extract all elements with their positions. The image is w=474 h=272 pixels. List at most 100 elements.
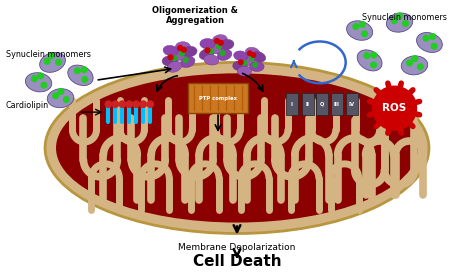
Circle shape [353, 24, 359, 29]
Circle shape [220, 51, 225, 55]
Ellipse shape [219, 39, 234, 50]
Circle shape [53, 93, 58, 99]
Text: Synuclein monomers: Synuclein monomers [6, 50, 91, 60]
Circle shape [249, 56, 254, 61]
Circle shape [38, 73, 44, 79]
Circle shape [412, 56, 418, 61]
Circle shape [247, 51, 252, 55]
Circle shape [180, 51, 184, 56]
Ellipse shape [204, 54, 219, 65]
Circle shape [251, 53, 255, 57]
Circle shape [242, 61, 246, 65]
Circle shape [373, 86, 417, 130]
Text: II: II [306, 102, 310, 107]
Circle shape [217, 44, 221, 49]
Ellipse shape [252, 52, 266, 62]
Ellipse shape [26, 73, 52, 92]
Text: Cardiolipin: Cardiolipin [6, 101, 49, 110]
Ellipse shape [45, 62, 429, 233]
Circle shape [133, 101, 139, 107]
Ellipse shape [171, 50, 186, 61]
Circle shape [371, 52, 376, 58]
Ellipse shape [346, 21, 373, 40]
FancyBboxPatch shape [188, 83, 248, 113]
Ellipse shape [237, 66, 252, 76]
Text: III: III [334, 102, 340, 107]
Bar [286, 93, 298, 115]
Circle shape [209, 49, 214, 54]
Ellipse shape [233, 61, 247, 71]
Circle shape [48, 53, 54, 59]
Circle shape [431, 43, 437, 49]
Circle shape [44, 58, 50, 64]
Text: Synuclein monomers: Synuclein monomers [362, 13, 447, 22]
Circle shape [64, 97, 69, 103]
Ellipse shape [386, 13, 413, 32]
Ellipse shape [163, 45, 178, 56]
Circle shape [418, 64, 423, 70]
Circle shape [112, 101, 118, 107]
Ellipse shape [212, 35, 228, 45]
Circle shape [126, 101, 133, 107]
Circle shape [172, 56, 177, 61]
Ellipse shape [357, 50, 382, 71]
Circle shape [182, 47, 186, 52]
Ellipse shape [208, 43, 223, 54]
Ellipse shape [417, 33, 442, 52]
Circle shape [55, 59, 61, 65]
Text: Cell Death: Cell Death [193, 254, 281, 269]
Ellipse shape [180, 57, 195, 67]
Circle shape [392, 18, 397, 23]
Ellipse shape [68, 65, 93, 85]
Ellipse shape [47, 89, 74, 108]
Circle shape [183, 58, 188, 63]
Ellipse shape [200, 38, 215, 49]
Circle shape [238, 60, 243, 64]
Circle shape [402, 21, 408, 26]
Circle shape [430, 34, 436, 39]
Circle shape [371, 62, 376, 68]
Circle shape [396, 13, 402, 19]
Circle shape [168, 55, 173, 60]
Circle shape [105, 101, 111, 107]
Circle shape [119, 101, 126, 107]
Text: Q: Q [319, 102, 324, 107]
Ellipse shape [167, 61, 182, 72]
Bar [316, 93, 328, 115]
Circle shape [147, 101, 154, 107]
Circle shape [215, 39, 219, 43]
Text: Oligomerization &
Aggregation: Oligomerization & Aggregation [152, 6, 238, 25]
Text: I: I [291, 102, 293, 107]
Bar [302, 93, 314, 115]
Ellipse shape [246, 47, 260, 57]
Ellipse shape [175, 41, 190, 52]
Bar [331, 93, 343, 115]
Circle shape [140, 101, 146, 107]
Ellipse shape [241, 55, 255, 66]
Circle shape [364, 53, 370, 58]
Ellipse shape [234, 51, 248, 61]
Circle shape [219, 41, 223, 45]
Ellipse shape [199, 49, 214, 60]
Ellipse shape [217, 50, 232, 61]
Ellipse shape [56, 73, 418, 222]
Circle shape [362, 31, 367, 37]
Text: Membrane Depolarization: Membrane Depolarization [178, 243, 296, 252]
Circle shape [41, 82, 47, 88]
Text: PTP complex: PTP complex [199, 96, 237, 101]
Circle shape [178, 45, 182, 50]
Circle shape [81, 67, 87, 73]
Circle shape [205, 48, 210, 53]
Text: ROS: ROS [383, 103, 407, 113]
Ellipse shape [162, 56, 177, 66]
Circle shape [82, 77, 88, 82]
Ellipse shape [250, 61, 264, 72]
Circle shape [407, 60, 412, 66]
Text: IV: IV [348, 102, 355, 107]
Circle shape [423, 35, 429, 41]
Circle shape [58, 89, 64, 94]
Circle shape [359, 21, 365, 27]
Bar [346, 93, 358, 115]
Circle shape [74, 68, 80, 74]
Ellipse shape [40, 52, 65, 72]
